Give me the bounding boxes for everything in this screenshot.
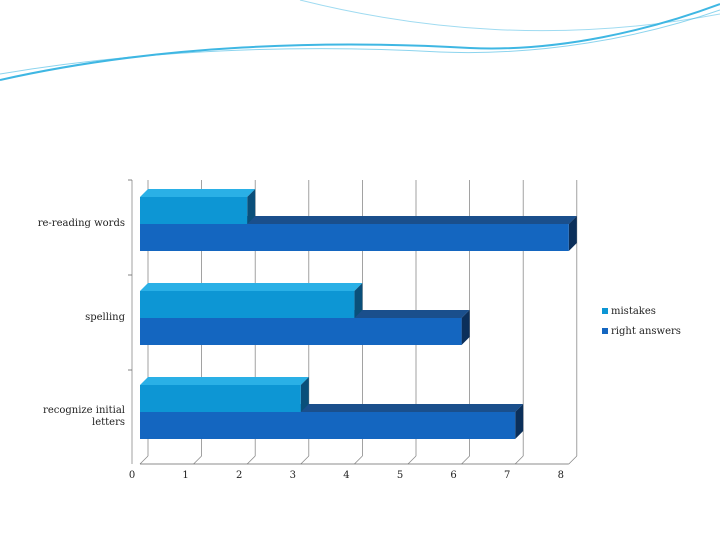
x-tick-label: 5 xyxy=(397,470,403,481)
gridline-floor xyxy=(461,455,470,465)
category-label-spelling: spelling xyxy=(85,312,125,323)
gridline-floor xyxy=(568,455,578,465)
bar-mistakes-spelling xyxy=(140,283,363,318)
bars xyxy=(140,189,577,439)
x-tick-label: 4 xyxy=(343,470,349,481)
category-label-re-reading-words: re-reading words xyxy=(38,218,125,229)
gridline-floor xyxy=(407,455,417,465)
bar-right-answers-re-reading-words xyxy=(140,216,577,251)
x-tick-label: 3 xyxy=(290,470,296,481)
legend-swatch-right-answers xyxy=(602,328,608,334)
bar-mistakes-recognize-initial-letters xyxy=(140,377,309,412)
gridline-floor xyxy=(193,455,202,465)
x-tick-label: 6 xyxy=(450,470,456,481)
bar-right-answers-recognize-initial-letters xyxy=(140,404,524,439)
wave-line-2 xyxy=(0,9,720,75)
gridline-floor xyxy=(300,455,310,465)
legend-swatch-mistakes xyxy=(602,308,608,314)
bar-mistakes-re-reading-words xyxy=(140,189,256,224)
bar-right-answers-spelling xyxy=(140,310,470,345)
legend-label-mistakes: mistakes xyxy=(611,306,656,317)
x-tick-label: 2 xyxy=(236,470,242,481)
legend: mistakes right answers xyxy=(602,306,681,337)
gridline-floor xyxy=(514,455,524,465)
legend-label-right-answers: right answers xyxy=(611,326,681,337)
category-label-recognize-initial-letters: recognize initial letters xyxy=(43,405,125,428)
x-tick-label: 7 xyxy=(504,470,510,481)
wave-fill xyxy=(0,0,720,78)
wave-line-3 xyxy=(299,0,720,32)
header-wave-decoration xyxy=(0,0,720,81)
category-labels: re-reading words spelling recognize initia… xyxy=(38,218,126,428)
gridline-floor xyxy=(246,455,256,465)
x-tick-labels: 0 1 2 3 4 5 6 7 8 xyxy=(129,470,564,481)
gridline-floor xyxy=(139,455,149,465)
x-tick-label: 8 xyxy=(558,470,564,481)
x-tick-label: 1 xyxy=(182,470,188,481)
x-tick-label: 0 xyxy=(129,470,135,481)
gridline-floor xyxy=(354,455,363,465)
